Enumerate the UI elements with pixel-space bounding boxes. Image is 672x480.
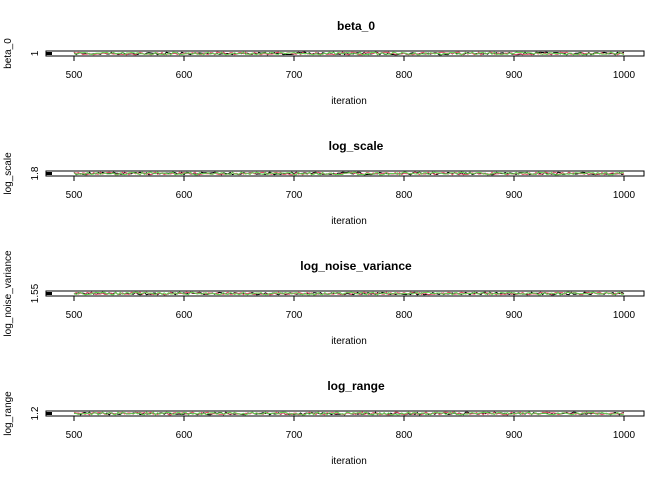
- trace-panel-log-range: log_range 1.2 log_range 500 600 700 800 900 1000…: [3, 379, 645, 467]
- x-tick-label: 600: [176, 70, 193, 81]
- y-axis-label: log_noise_variance: [3, 250, 14, 337]
- trace-panel-beta-0: beta_0 1 beta_0 500 600 700 800 900 1000 iteratio…: [3, 19, 645, 107]
- x-tick-label: 900: [506, 70, 523, 81]
- y-axis-label: beta_0: [3, 38, 14, 69]
- y-axis-label: log_scale: [3, 152, 14, 195]
- x-axis-label: iteration: [331, 336, 367, 347]
- x-tick-label: 1000: [613, 310, 636, 321]
- x-tick-label: 500: [66, 430, 83, 441]
- y-axis-label: log_range: [3, 391, 14, 436]
- x-tick-label: 700: [286, 190, 303, 201]
- x-axis-label: iteration: [331, 456, 367, 467]
- x-tick-label: 600: [176, 190, 193, 201]
- x-tick-label: 1000: [613, 70, 636, 81]
- y-tick-label: 1.8: [30, 166, 41, 180]
- x-axis-label: iteration: [331, 96, 367, 107]
- y-tick-label: 1.2: [30, 406, 41, 420]
- x-tick-label: 600: [176, 430, 193, 441]
- x-tick-label: 900: [506, 190, 523, 201]
- x-tick-label: 500: [66, 70, 83, 81]
- x-tick-label: 600: [176, 310, 193, 321]
- panel-title: log_scale: [329, 139, 384, 153]
- panel-title: log_range: [327, 379, 385, 393]
- x-tick-label: 1000: [613, 190, 636, 201]
- trace-line-chain-3: [73, 171, 625, 176]
- x-tick-label: 500: [66, 190, 83, 201]
- panel-title: beta_0: [337, 19, 375, 33]
- trace-panel-log-scale: log_scale 1.8 log_scale 500 600 700 800 900 1000…: [3, 139, 645, 227]
- x-tick-label: 500: [66, 310, 83, 321]
- x-tick-label: 1000: [613, 430, 636, 441]
- y-tick-label: 1: [30, 50, 41, 56]
- trace-line-chain-3: [73, 411, 625, 416]
- x-tick-label: 900: [506, 310, 523, 321]
- x-tick-label: 800: [396, 310, 413, 321]
- x-tick-label: 700: [286, 430, 303, 441]
- y-tick-label: 1.55: [30, 283, 41, 303]
- x-tick-label: 700: [286, 310, 303, 321]
- x-tick-label: 800: [396, 70, 413, 81]
- trace-line-chain-3: [73, 291, 625, 296]
- x-axis-label: iteration: [331, 216, 367, 227]
- x-tick-label: 800: [396, 430, 413, 441]
- trace-line-chain-3: [73, 51, 625, 56]
- x-tick-label: 800: [396, 190, 413, 201]
- trace-panel-log-noise-variance: log_noise_variance 1.55 log_noise_variance…: [3, 250, 645, 347]
- panel-title: log_noise_variance: [300, 259, 412, 273]
- x-tick-label: 700: [286, 70, 303, 81]
- x-tick-label: 900: [506, 430, 523, 441]
